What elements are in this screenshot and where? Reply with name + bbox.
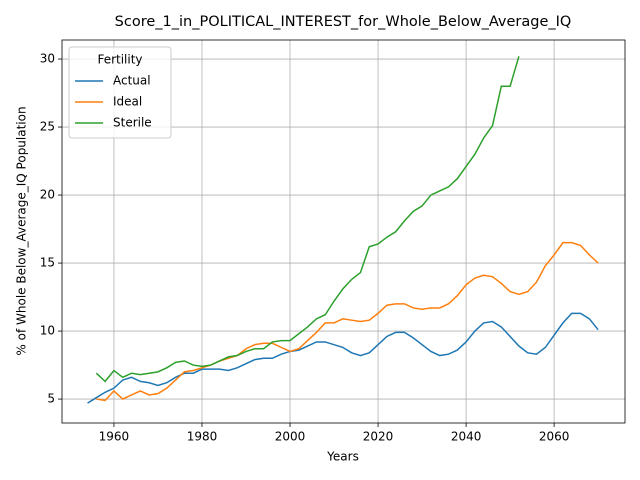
x-tick-label: 2040 xyxy=(451,430,482,444)
x-tick-label: 1980 xyxy=(187,430,218,444)
data-line xyxy=(87,312,599,404)
legend-label: Actual xyxy=(113,74,151,88)
legend: Fertility Actual Ideal Sterile xyxy=(68,46,172,139)
y-tick-label: 15 xyxy=(40,256,55,270)
x-tick-label: 2000 xyxy=(275,430,306,444)
legend-box xyxy=(68,46,172,139)
x-tick-label: 1960 xyxy=(99,430,130,444)
x-axis-label: Years xyxy=(326,450,359,464)
y-tick-label: 5 xyxy=(47,392,55,406)
y-tick-label: 20 xyxy=(40,188,55,202)
y-axis-label: % of Whole Below_Average_IQ Population xyxy=(15,106,29,355)
legend-label: Sterile xyxy=(113,116,152,130)
chart-title: Score_1_in_POLITICAL_INTEREST_for_Whole_… xyxy=(115,14,572,30)
legend-label: Ideal xyxy=(113,95,142,109)
y-tick-label: 10 xyxy=(40,324,55,338)
legend-title: Fertility xyxy=(97,53,142,67)
plot-frame xyxy=(61,39,626,424)
x-tick-label: 2060 xyxy=(539,430,570,444)
y-tick-label: 25 xyxy=(40,120,55,134)
data-line xyxy=(95,56,520,383)
x-tick-label: 2020 xyxy=(363,430,394,444)
data-line xyxy=(96,241,599,402)
y-tick-label: 30 xyxy=(40,52,55,66)
